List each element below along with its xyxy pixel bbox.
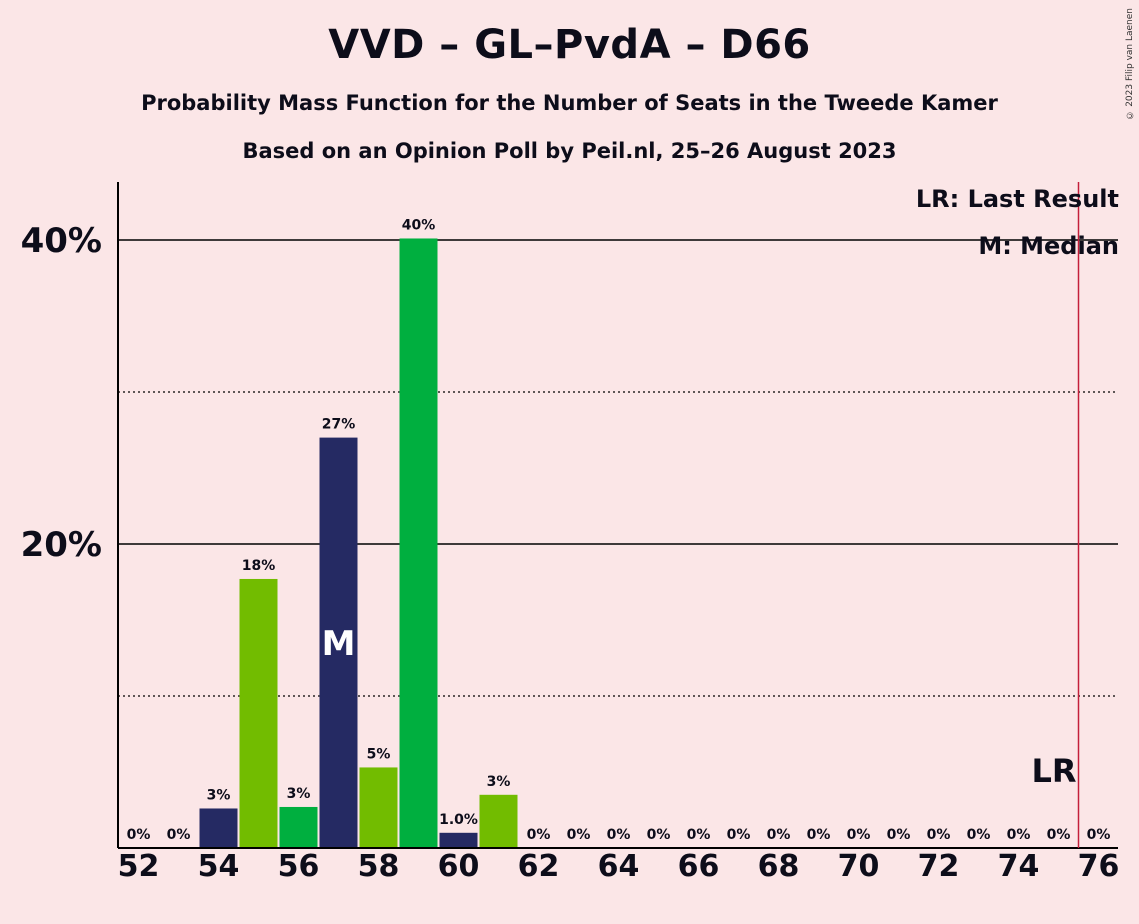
bar-label-seat-58: 5% bbox=[367, 746, 391, 762]
x-tick-label: 72 bbox=[918, 849, 960, 884]
bar-label-seat-64: 0% bbox=[607, 827, 631, 843]
bar-label-seat-60: 1.0% bbox=[439, 812, 478, 828]
bar-label-seat-75: 0% bbox=[1047, 827, 1071, 843]
bar-label-seat-73: 0% bbox=[967, 827, 991, 843]
x-tick-label: 54 bbox=[198, 849, 240, 884]
x-tick-label: 76 bbox=[1078, 849, 1120, 884]
chart-subtitle: Probability Mass Function for the Number… bbox=[141, 91, 998, 115]
bar-label-seat-66: 0% bbox=[687, 827, 711, 843]
median-marker: M bbox=[322, 624, 356, 664]
bar-seat-58 bbox=[359, 767, 398, 848]
bar-seat-55 bbox=[239, 578, 278, 848]
chart-title: VVD – GL–PvdA – D66 bbox=[328, 22, 811, 68]
bar-seat-60 bbox=[439, 832, 478, 848]
legend-last-result: LR: Last Result bbox=[915, 185, 1119, 213]
bar-label-seat-68: 0% bbox=[767, 827, 791, 843]
bar-label-seat-62: 0% bbox=[527, 827, 551, 843]
x-tick-label: 74 bbox=[998, 849, 1040, 884]
bar-label-seat-72: 0% bbox=[927, 827, 951, 843]
bar-label-seat-70: 0% bbox=[847, 827, 871, 843]
bar-label-seat-63: 0% bbox=[567, 827, 591, 843]
y-tick-labels: 20% 40% bbox=[21, 221, 102, 565]
bar-labels: 0% 0% 3% 18% 3% 27% 5% 40% 1.0% 3% 0% 0% 0% 0% 0% 0% 0% 0… bbox=[127, 217, 1111, 843]
bar-label-seat-61: 3% bbox=[487, 774, 511, 790]
bar-label-seat-56: 3% bbox=[287, 786, 311, 802]
bar-label-seat-53: 0% bbox=[167, 827, 191, 843]
x-tick-label: 66 bbox=[678, 849, 720, 884]
bar-label-seat-52: 0% bbox=[127, 827, 151, 843]
bar-seat-61 bbox=[479, 794, 518, 848]
bar-label-seat-69: 0% bbox=[807, 827, 831, 843]
y-tick-label: 40% bbox=[21, 221, 102, 261]
bar-seat-54 bbox=[199, 808, 238, 848]
x-tick-label: 62 bbox=[518, 849, 560, 884]
x-tick-label: 64 bbox=[598, 849, 640, 884]
x-tick-label: 70 bbox=[838, 849, 880, 884]
bar-seat-57 bbox=[319, 437, 358, 848]
axes bbox=[117, 182, 1118, 849]
x-tick-labels: 52 54 56 58 60 62 64 66 68 70 72 74 76 bbox=[118, 849, 1120, 884]
y-tick-label: 20% bbox=[21, 525, 102, 565]
bar-seat-56 bbox=[279, 806, 318, 848]
bar-label-seat-65: 0% bbox=[647, 827, 671, 843]
bar-label-seat-59: 40% bbox=[402, 217, 436, 233]
bars bbox=[199, 238, 518, 849]
x-tick-label: 68 bbox=[758, 849, 800, 884]
bar-seat-59 bbox=[399, 238, 438, 849]
bar-label-seat-74: 0% bbox=[1007, 827, 1031, 843]
bar-label-seat-54: 3% bbox=[207, 787, 231, 803]
x-tick-label: 58 bbox=[358, 849, 400, 884]
legend-median: M: Median bbox=[978, 232, 1119, 260]
bar-label-seat-76: 0% bbox=[1087, 827, 1111, 843]
last-result-marker: LR bbox=[1031, 752, 1076, 790]
bar-label-seat-57: 27% bbox=[322, 417, 356, 433]
x-tick-label: 56 bbox=[278, 849, 320, 884]
gridlines bbox=[118, 239, 1118, 697]
x-tick-label: 60 bbox=[438, 849, 480, 884]
bar-label-seat-71: 0% bbox=[887, 827, 911, 843]
chart-source-line: Based on an Opinion Poll by Peil.nl, 25–… bbox=[242, 139, 897, 163]
bar-label-seat-55: 18% bbox=[242, 558, 276, 574]
x-tick-label: 52 bbox=[118, 849, 160, 884]
bar-label-seat-67: 0% bbox=[727, 827, 751, 843]
markers: M LR bbox=[322, 182, 1080, 848]
